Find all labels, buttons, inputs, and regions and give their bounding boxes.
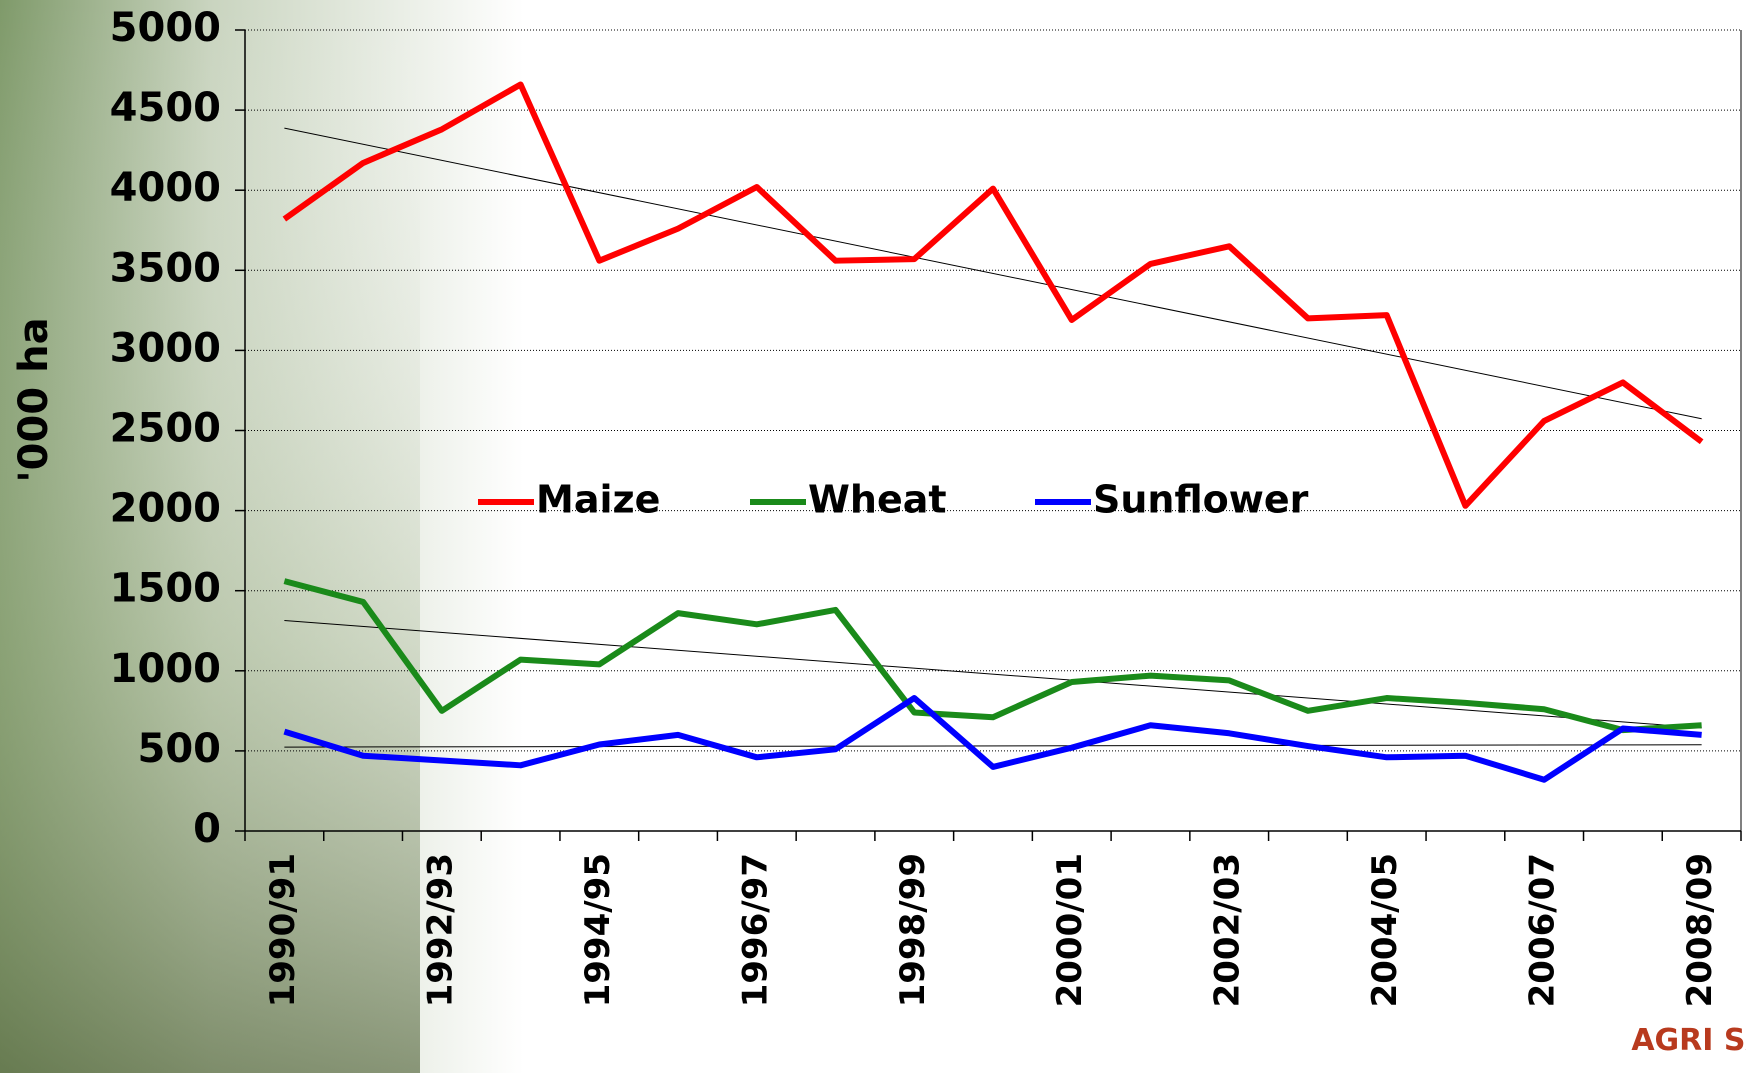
y-tick-label: 4500 [110, 85, 221, 131]
x-tick-label: 1998/99 [893, 853, 933, 1007]
y-tick-label: 0 [193, 806, 221, 852]
x-tick-label: 1994/95 [578, 853, 618, 1007]
x-tick-label: 2008/09 [1680, 853, 1720, 1007]
y-tick-label: 500 [138, 726, 222, 772]
y-axis-label: '000 ha [11, 317, 57, 482]
trend-line [284, 744, 1702, 748]
x-tick-label: 2002/03 [1208, 853, 1248, 1007]
legend-label: Sunflower [1093, 478, 1309, 522]
series-line [283, 578, 1702, 734]
y-tick-label: 5000 [110, 5, 221, 51]
y-tick-label: 3000 [110, 325, 221, 371]
trend-line [284, 619, 1702, 729]
x-tick-label: 1990/91 [263, 853, 303, 1007]
y-tick-label: 1000 [110, 646, 221, 692]
y-tick-label: 2000 [110, 486, 221, 532]
y-tick-label: 3500 [110, 245, 221, 291]
legend-label: Wheat [808, 478, 947, 522]
y-tick-label: 2500 [110, 406, 221, 452]
y-tick-label: 1500 [110, 566, 221, 612]
x-tick-label: 2006/07 [1523, 853, 1563, 1007]
logo: AGRI SA [1631, 1023, 1746, 1058]
series-line [282, 81, 1704, 509]
x-tick-label: 1996/97 [735, 853, 775, 1007]
background-shade [0, 0, 420, 1073]
legend-label: Maize [536, 478, 660, 522]
trend-line [284, 127, 1702, 420]
x-tick-label: 2004/05 [1365, 853, 1405, 1007]
series-line [283, 695, 1702, 783]
y-tick-label: 4000 [110, 165, 221, 211]
x-tick-label: 2000/01 [1050, 853, 1090, 1007]
x-tick-label: 1992/93 [420, 853, 460, 1007]
